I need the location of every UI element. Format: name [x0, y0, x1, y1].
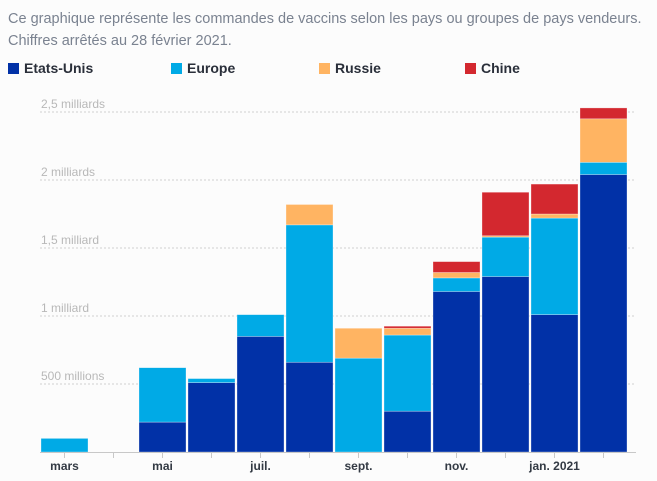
bar-segment-etats-unis-7	[383, 410, 432, 453]
legend-label: Russie	[335, 60, 381, 76]
y-tick-label: 2,5 milliards	[41, 97, 105, 111]
legend-label: Europe	[187, 60, 236, 76]
bar-segment-europe-6	[334, 357, 383, 453]
x-tick-label: jan. 2021	[528, 459, 580, 473]
bar-segment-europe-5	[285, 224, 334, 363]
bar-segment-europe-4	[236, 314, 285, 337]
bar-segment-europe-10	[530, 217, 579, 315]
bar-segment-russie-7	[383, 327, 432, 336]
legend-label: Chine	[481, 60, 520, 76]
bar-segment-europe-11	[579, 162, 628, 175]
bar-segment-europe-3	[187, 378, 236, 383]
bar-segment-chine-8	[432, 261, 481, 273]
bar-segment-chine-7	[383, 325, 432, 329]
legend-item-europe: Europe	[171, 60, 235, 76]
bar-segment-etats-unis-8	[432, 291, 481, 453]
bar-segment-etats-unis-3	[187, 382, 236, 453]
bar-segment-russie-10	[530, 213, 579, 219]
x-tick-label: sept.	[344, 459, 372, 473]
bar-segment-etats-unis-10	[530, 314, 579, 453]
x-tick-label: mars	[50, 459, 79, 473]
y-tick-label: 1 milliard	[41, 301, 89, 315]
bar-segment-russie-6	[334, 327, 383, 359]
bar-segment-russie-5	[285, 204, 334, 226]
description-line-2: Chiffres arrêtés au 28 février 2021.	[8, 33, 232, 49]
bar-segment-etats-unis-2	[138, 421, 187, 453]
x-tick-label: mai	[152, 459, 173, 473]
bar-segment-europe-0	[40, 438, 89, 453]
bar-segment-europe-9	[481, 236, 530, 277]
bars	[40, 107, 628, 453]
legend-swatch-chine	[465, 62, 476, 74]
bar-segment-europe-8	[432, 277, 481, 292]
y-tick-label: 2 milliards	[41, 165, 95, 179]
bar-segment-russie-11	[579, 118, 628, 163]
x-axis: mars mai juil. sept. nov. jan. 2021	[40, 452, 636, 473]
legend-swatch-etats-unis	[8, 62, 19, 74]
bar-segment-etats-unis-11	[579, 174, 628, 453]
description-line-1: Ce graphique représente les commandes de…	[8, 11, 642, 27]
chart-description: Ce graphique représente les commandes de…	[8, 8, 653, 52]
x-tick-label: nov.	[445, 459, 469, 473]
bar-segment-chine-9	[481, 191, 530, 237]
legend-item-etats-unis: Etats-Unis	[8, 60, 93, 76]
bar-segment-europe-2	[138, 367, 187, 423]
legend-swatch-europe	[171, 62, 182, 74]
x-tick-label: juil.	[249, 459, 271, 473]
legend: Etats-Unis Europe Russie Chine	[8, 60, 648, 80]
legend-item-russie: Russie	[319, 60, 381, 76]
bar-segment-europe-7	[383, 334, 432, 412]
bar-segment-etats-unis-9	[481, 276, 530, 453]
legend-label: Etats-Unis	[24, 60, 94, 76]
bar-segment-chine-11	[579, 107, 628, 120]
bar-segment-chine-10	[530, 183, 579, 215]
legend-item-chine: Chine	[465, 60, 520, 76]
bar-segment-russie-8	[432, 272, 481, 279]
bar-segment-etats-unis-5	[285, 361, 334, 453]
bar-segment-etats-unis-4	[236, 336, 285, 453]
legend-swatch-russie	[319, 62, 330, 74]
y-tick-label: 500 millions	[41, 369, 104, 383]
y-tick-label: 1,5 milliard	[41, 233, 99, 247]
